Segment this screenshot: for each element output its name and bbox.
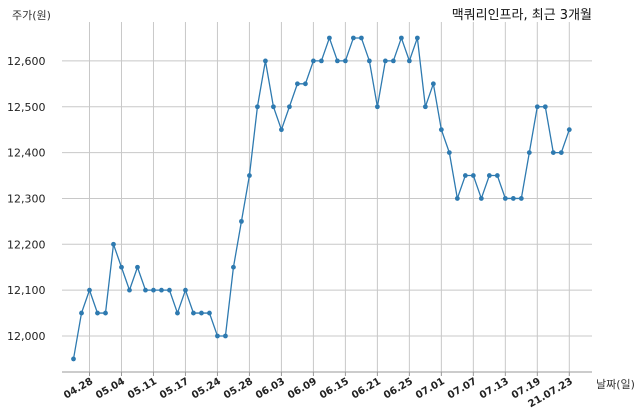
data-point: [207, 310, 212, 316]
x-tick-label: 05.24: [190, 376, 223, 401]
y-tick-label: 12,100: [7, 284, 46, 297]
y-tick-label: 12,300: [7, 192, 46, 205]
y-axis-label: 주가(원): [12, 9, 51, 22]
data-point: [311, 58, 316, 64]
x-tick-label: 05.11: [126, 376, 159, 401]
data-point: [454, 196, 460, 201]
data-point: [478, 196, 484, 201]
data-point: [326, 35, 332, 41]
x-tick-label: 06.25: [382, 376, 415, 401]
chart-title: 맥쿼리인프라, 최근 3개월: [452, 8, 592, 23]
data-point: [382, 58, 388, 64]
data-point: [550, 150, 556, 156]
data-point: [183, 287, 188, 293]
data-point: [534, 104, 540, 110]
data-point: [350, 35, 356, 41]
data-point: [71, 356, 76, 362]
data-point: [510, 196, 516, 201]
data-point: [398, 35, 404, 41]
data-point: [446, 150, 452, 156]
data-point: [255, 104, 260, 110]
data-point: [414, 35, 420, 41]
data-point: [558, 150, 564, 156]
data-point: [422, 104, 428, 110]
data-point: [87, 287, 92, 293]
data-point: [167, 287, 172, 293]
data-point: [366, 58, 372, 64]
data-point: [502, 196, 508, 201]
data-point: [542, 104, 548, 110]
data-point: [358, 35, 364, 41]
data-point: [143, 287, 148, 293]
x-tick-label: 06.15: [318, 376, 351, 401]
data-point: [494, 173, 500, 178]
data-point: [95, 310, 100, 316]
data-point: [103, 310, 108, 316]
data-point: [199, 310, 204, 316]
x-tick-label: 06.09: [286, 376, 319, 401]
data-point: [566, 127, 572, 133]
data-point: [303, 81, 308, 87]
data-point: [319, 58, 324, 64]
data-point: [151, 287, 156, 293]
y-tick-label: 12,200: [7, 238, 46, 251]
x-tick-label: 07.07: [446, 376, 479, 401]
data-point: [342, 58, 348, 64]
x-tick-label: 05.28: [222, 376, 255, 401]
data-point: [470, 173, 476, 178]
data-point: [438, 127, 444, 133]
data-point: [462, 173, 468, 178]
data-point: [295, 81, 300, 87]
x-tick-label: 07.13: [478, 376, 511, 401]
data-point: [191, 310, 196, 316]
data-point: [231, 264, 236, 270]
data-point: [135, 264, 140, 270]
data-point: [287, 104, 292, 110]
data-point: [271, 104, 276, 110]
data-point: [263, 58, 268, 64]
x-tick-label: 07.01: [414, 376, 447, 401]
x-axis-label: 날짜(일): [596, 377, 635, 391]
data-point: [430, 81, 436, 87]
data-point: [119, 264, 124, 270]
y-axis-ticks: 12,000 12,100 12,200 12,300 12,400 12,500 12,6…: [7, 55, 46, 343]
data-point: [127, 287, 132, 293]
data-point: [374, 104, 380, 110]
data-point: [159, 287, 164, 293]
y-tick-label: 12,400: [7, 147, 46, 160]
data-point: [239, 218, 244, 224]
x-axis-ticks: 04.28 05.04 05.11 05.17 05.24 05.28 06.03 06.09…: [62, 372, 575, 410]
y-tick-label: 12,600: [7, 55, 46, 68]
data-point: [215, 333, 220, 339]
y-tick-label: 12,500: [7, 101, 46, 114]
x-tick-label: 05.04: [94, 376, 127, 401]
data-point: [406, 58, 412, 64]
x-tick-label: 06.03: [254, 376, 287, 401]
x-tick-label: 06.21: [350, 376, 383, 401]
data-points: [71, 35, 572, 362]
data-point: [247, 173, 252, 178]
data-point: [526, 150, 532, 156]
data-point: [390, 58, 396, 64]
data-point: [79, 310, 84, 316]
data-point: [334, 58, 340, 64]
y-tick-label: 12,000: [7, 330, 46, 343]
data-point: [175, 310, 180, 316]
data-point: [111, 241, 116, 247]
data-point: [279, 127, 284, 133]
x-tick-label: 04.28: [62, 376, 95, 401]
data-point: [486, 173, 492, 178]
data-point: [518, 196, 524, 201]
x-tick-label: 05.17: [158, 376, 191, 401]
data-point: [223, 333, 228, 339]
